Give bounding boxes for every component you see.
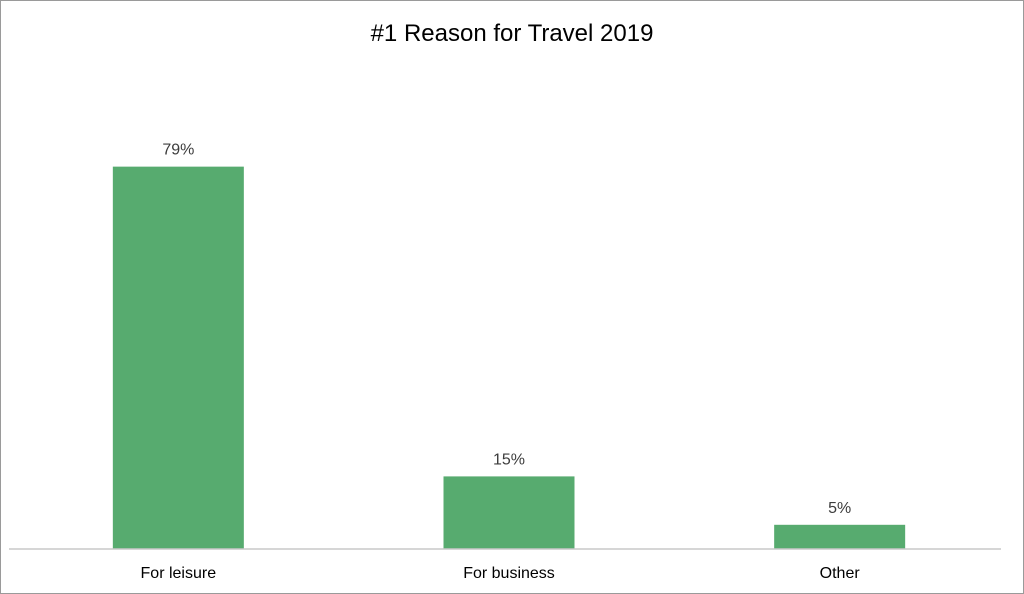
x-tick-label: For leisure [141, 565, 217, 582]
bar-other [774, 524, 906, 549]
data-label: 5% [828, 500, 851, 517]
bar-for-business [443, 476, 575, 549]
bar-for-leisure [112, 166, 244, 549]
x-tick-label: For business [463, 565, 555, 582]
x-tick-label: Other [820, 565, 861, 582]
labels-group: 79% For leisure 15% For business 5% Other [141, 142, 861, 582]
data-label: 79% [162, 142, 194, 159]
bars-group [112, 166, 906, 549]
chart-title: #1 Reason for Travel 2019 [371, 20, 654, 47]
data-label: 15% [493, 451, 525, 468]
